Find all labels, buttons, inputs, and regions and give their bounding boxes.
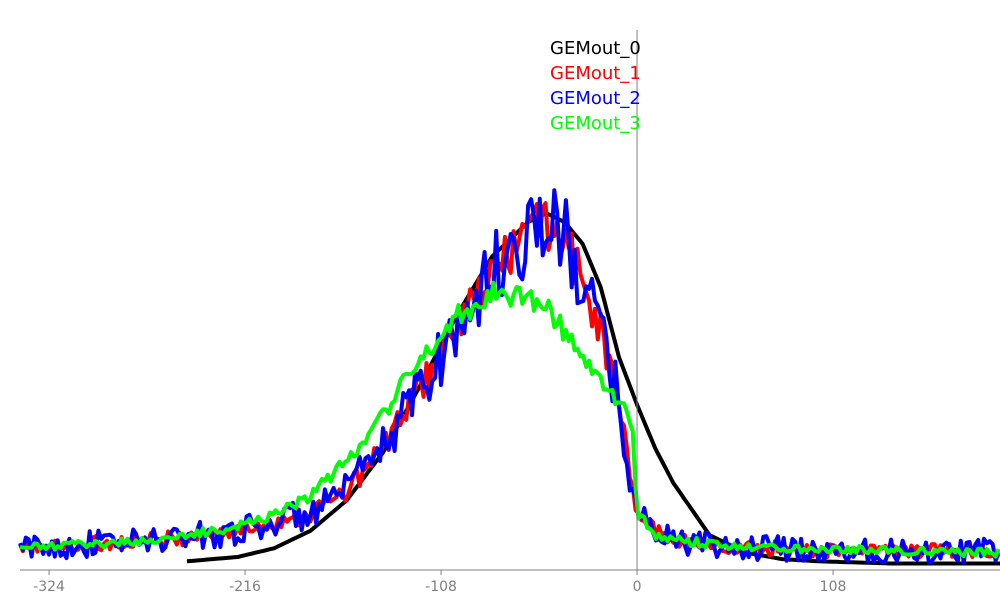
x-tick-label: -216 — [229, 579, 261, 595]
x-tick-label: -324 — [33, 579, 65, 595]
series-layer — [18, 188, 1000, 566]
legend-entry: GEMout_1 — [550, 63, 641, 84]
legend-entry: GEMout_2 — [550, 88, 641, 109]
x-tick-label: 0 — [633, 579, 642, 595]
legend-entry: GEMout_0 — [550, 38, 641, 59]
series-line-1 — [18, 201, 1000, 559]
x-tick-label: 108 — [820, 579, 847, 595]
legend: GEMout_0 GEMout_1 GEMout_2 GEMout_3 — [550, 38, 641, 134]
legend-entry: GEMout_3 — [550, 113, 641, 134]
x-tick-label: -108 — [425, 579, 457, 595]
x-axis-ticks: -324 -216 -108 0 108 — [33, 570, 846, 595]
series-line-0 — [186, 211, 1000, 566]
series-line-2 — [18, 188, 1000, 565]
series-line-3 — [19, 280, 1000, 559]
